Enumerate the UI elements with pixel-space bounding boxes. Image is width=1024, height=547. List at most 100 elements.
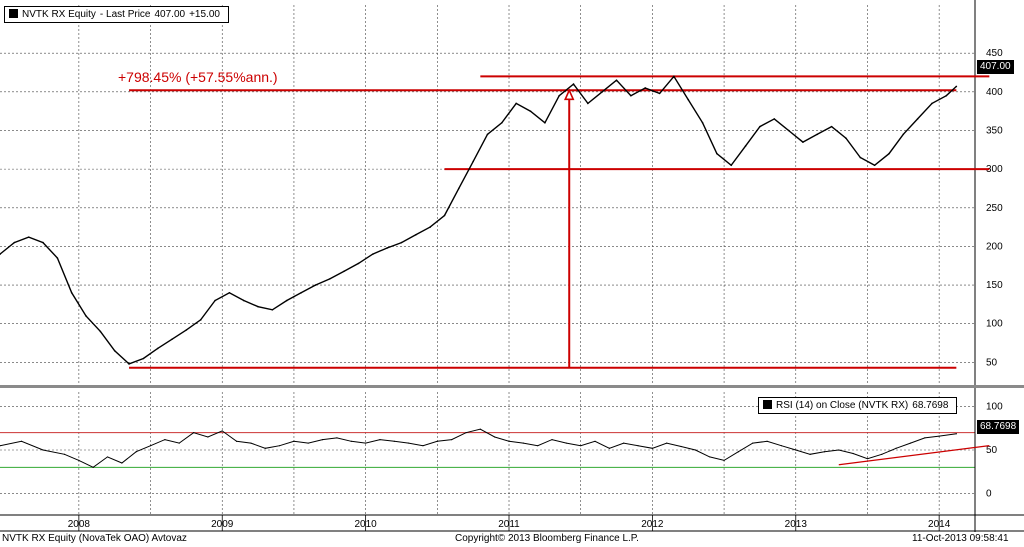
rsi-point (623, 442, 625, 444)
rsi-point (178, 442, 180, 444)
last-price-tag: 407.00 (977, 60, 1014, 74)
price-point (257, 305, 259, 308)
rsi-point (278, 445, 281, 447)
rsi-point (938, 435, 940, 437)
price-series-line (0, 75, 957, 365)
price-point (673, 75, 675, 78)
price-point (601, 91, 604, 93)
rsi-point (350, 440, 352, 442)
price-point (185, 329, 188, 331)
price-point (70, 291, 73, 294)
last-rsi-tag: 68.7698 (977, 420, 1020, 434)
legend-change: +15.00 (189, 9, 220, 20)
price-point (242, 299, 245, 302)
footer-right: 11-Oct-2013 09:58:41 (912, 533, 1009, 544)
price-point (773, 118, 776, 120)
price-point (830, 125, 833, 128)
rsi-point (580, 445, 582, 447)
rsi-point (322, 439, 324, 441)
rsi-point (264, 447, 266, 449)
x-tick-label: 2014 (928, 519, 951, 530)
rsi-point (666, 442, 668, 444)
price-point (171, 338, 173, 340)
price-tick-label: 200 (986, 241, 1003, 252)
rsi-point (852, 452, 854, 455)
price-point (228, 291, 231, 294)
price-point (214, 299, 216, 302)
price-point (716, 152, 718, 155)
price-point (472, 160, 474, 163)
price-point (787, 129, 790, 132)
price-point (859, 156, 862, 159)
rsi-point (121, 462, 123, 464)
price-point (429, 226, 431, 228)
price-point (615, 79, 618, 82)
price-point (328, 278, 331, 280)
price-tick-label: 350 (986, 125, 1003, 136)
price-point (931, 102, 933, 105)
rsi-point (723, 459, 725, 461)
rsi-point (565, 442, 567, 444)
rsi-point (651, 447, 653, 449)
price-point (802, 141, 804, 143)
rsi-point (709, 456, 711, 458)
legend-ticker: NVTK RX Equity (22, 9, 96, 20)
price-point (56, 257, 59, 259)
price-point (486, 133, 489, 136)
rsi-point (752, 442, 754, 444)
x-tick-label: 2012 (641, 519, 664, 530)
rsi-point (235, 440, 238, 442)
price-point (27, 236, 30, 238)
footer-left: NVTK RX Equity (NovaTek OAO) Avtovaz (2, 533, 187, 544)
price-point (128, 363, 130, 365)
rsi-legend-label: RSI (14) on Close (NVTK RX) (776, 400, 909, 411)
rsi-legend-value: 68.7698 (912, 400, 949, 411)
rsi-point (680, 445, 682, 448)
legend-last-price: 407.00 (154, 9, 186, 20)
rsi-point (42, 449, 44, 451)
legend-swatch-icon (9, 9, 18, 18)
rsi-point (451, 439, 453, 441)
price-point (156, 347, 159, 350)
rsi-point (895, 447, 897, 449)
rsi-point (637, 445, 639, 447)
price-point (845, 137, 847, 140)
price-point (300, 291, 302, 294)
x-tick-label: 2013 (785, 519, 808, 530)
rsi-tick-label: 0 (986, 488, 992, 499)
rsi-point (408, 442, 410, 444)
rsi-point (522, 442, 524, 444)
price-point (644, 87, 647, 89)
price-point (99, 330, 102, 333)
price-point (687, 98, 690, 101)
rsi-legend: RSI (14) on Close (NVTK RX) 68.7698 (758, 397, 958, 414)
price-point (759, 125, 761, 128)
x-tick-label: 2009 (211, 519, 234, 530)
rsi-point (780, 445, 783, 447)
rsi-point (135, 451, 137, 453)
price-legend: NVTK RX Equity - Last Price 407.00 +15.00 (4, 6, 229, 23)
rsi-point (293, 440, 295, 442)
rsi-point (164, 439, 166, 441)
x-tick-label: 2011 (498, 519, 520, 530)
rsi-point (955, 433, 957, 435)
rsi-point (422, 445, 424, 447)
price-point (142, 357, 145, 360)
rsi-tick-label: 50 (986, 445, 998, 456)
rsi-point (551, 439, 553, 441)
price-point (443, 214, 446, 217)
price-point (458, 187, 460, 190)
x-tick-label: 2010 (355, 519, 378, 530)
price-point (816, 133, 819, 136)
price-point (658, 92, 661, 95)
rsi-point (192, 432, 195, 434)
price-point (85, 315, 87, 317)
price-tick-label: 400 (986, 87, 1003, 98)
rsi-point (0, 445, 1, 447)
rsi-point (494, 436, 496, 438)
price-point (945, 94, 948, 97)
rsi-point (436, 440, 438, 442)
price-point (955, 85, 958, 88)
price-point (42, 241, 44, 244)
